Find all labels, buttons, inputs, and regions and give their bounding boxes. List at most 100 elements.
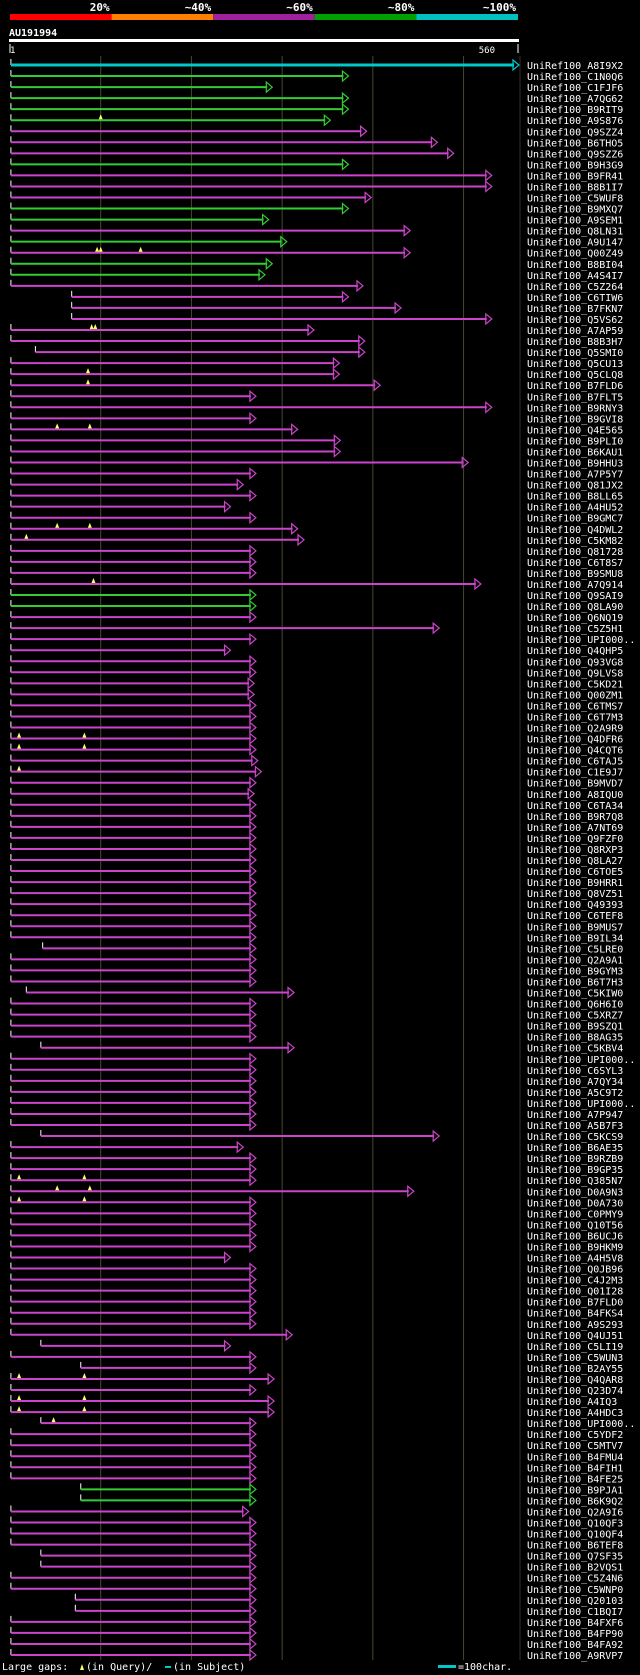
hit-row[interactable]: UniRef100_C1E9J7	[10, 765, 623, 779]
hit-label[interactable]: UniRef100_Q5CU13	[527, 359, 623, 370]
hit-row[interactable]: UniRef100_Q385N7	[10, 1173, 623, 1187]
hit-row[interactable]: UniRef100_Q49393	[10, 897, 623, 911]
hit-label[interactable]: UniRef100_A4HDC3	[527, 1408, 623, 1419]
hit-label[interactable]: UniRef100_Q8VZ51	[527, 889, 623, 900]
hit-row[interactable]: UniRef100_A4HDC3	[10, 1405, 623, 1419]
hit-label[interactable]: UniRef100_Q23D74	[527, 1386, 623, 1397]
hit-row[interactable]: UniRef100_A7P5Y7	[10, 467, 623, 481]
hit-row[interactable]: UniRef100_A4H5V8	[10, 1251, 623, 1265]
hit-row[interactable]: UniRef100_B6UCJ6	[10, 1229, 623, 1242]
hit-row[interactable]: UniRef100_Q00ZM1	[10, 688, 623, 701]
hit-row[interactable]: UniRef100_Q9SAI9	[10, 588, 623, 602]
hit-label[interactable]: UniRef100_Q2A9A1	[527, 955, 623, 966]
hit-row[interactable]: UniRef100_B9RZB9	[10, 1151, 623, 1165]
hit-row[interactable]: UniRef100_B6TEF8	[10, 1538, 623, 1552]
hit-row[interactable]: UniRef100_A7AP59	[10, 323, 623, 337]
hit-row[interactable]: UniRef100_C4J2M3	[10, 1273, 623, 1287]
hit-row[interactable]: UniRef100_Q8LA90	[10, 599, 623, 613]
hit-row[interactable]: UniRef100_B6KAU1	[10, 445, 623, 458]
hit-label[interactable]: UniRef100_B4FIH1	[527, 1463, 623, 1474]
hit-label[interactable]: UniRef100_Q49393	[527, 900, 623, 911]
hit-label[interactable]: UniRef100_A9SEM1	[527, 216, 623, 227]
hit-label[interactable]: UniRef100_A4HU52	[527, 503, 623, 514]
hit-label[interactable]: UniRef100_B9HHU3	[527, 459, 623, 470]
hit-row[interactable]: UniRef100_A5B7F3	[10, 1118, 623, 1132]
hit-row[interactable]: UniRef100_C6TIW6	[71, 290, 624, 304]
hit-label[interactable]: UniRef100_C5WUN3	[527, 1353, 623, 1364]
hit-row[interactable]: UniRef100_B8B3H7	[10, 334, 623, 348]
hit-row[interactable]: UniRef100_Q01I28	[10, 1284, 623, 1298]
hit-row[interactable]: UniRef100_Q10QF3	[10, 1516, 623, 1530]
hit-row[interactable]: UniRef100_Q8LN31	[10, 224, 623, 238]
hit-row[interactable]: UniRef100_C5LI19	[40, 1339, 623, 1353]
hit-row[interactable]: UniRef100_B9MUS7	[10, 919, 623, 933]
hit-row[interactable]: UniRef100_A4S4I7	[10, 268, 623, 282]
hit-label[interactable]: UniRef100_B9GYM3	[527, 966, 623, 977]
hit-label[interactable]: UniRef100_Q8RXP3	[527, 845, 623, 856]
hit-label[interactable]: UniRef100_C6T7M3	[527, 712, 623, 723]
hit-row[interactable]: UniRef100_UPI000..	[10, 1096, 635, 1110]
hit-label[interactable]: UniRef100_C5Z5H1	[527, 624, 623, 635]
hit-row[interactable]: UniRef100_Q6NQ19	[10, 610, 623, 624]
hit-label[interactable]: UniRef100_C5WNP0	[527, 1585, 623, 1596]
hit-row[interactable]: UniRef100_B8LL65	[10, 489, 623, 503]
hit-label[interactable]: UniRef100_A7NT69	[527, 823, 623, 834]
hit-label[interactable]: UniRef100_Q01I28	[527, 1287, 623, 1298]
hit-row[interactable]: UniRef100_C0PMY9	[10, 1207, 623, 1220]
hit-label[interactable]: UniRef100_C5KM82	[527, 536, 623, 547]
hit-label[interactable]: UniRef100_B6KAU1	[527, 447, 623, 458]
hit-label[interactable]: UniRef100_Q5CLQ8	[527, 370, 623, 381]
hit-label[interactable]: UniRef100_B6K9Q2	[527, 1496, 623, 1507]
hit-label[interactable]: UniRef100_B8B3H7	[527, 337, 623, 348]
hit-label[interactable]: UniRef100_A7QY34	[527, 1077, 623, 1088]
hit-row[interactable]: UniRef100_B8AG35	[10, 1030, 623, 1044]
hit-label[interactable]: UniRef100_A8IQU0	[527, 790, 623, 801]
hit-row[interactable]: UniRef100_C6T7M3	[10, 710, 623, 723]
hit-row[interactable]: UniRef100_B4FXF6	[10, 1615, 623, 1629]
hit-label[interactable]: UniRef100_B9MUS7	[527, 922, 623, 933]
hit-row[interactable]: UniRef100_B9HKM9	[10, 1240, 623, 1253]
hit-row[interactable]: UniRef100_C5KCS9	[40, 1129, 623, 1143]
hit-row[interactable]: UniRef100_Q4CQT6	[10, 743, 623, 757]
hit-label[interactable]: UniRef100_D0A730	[527, 1198, 623, 1209]
hit-row[interactable]: UniRef100_B9SMU8	[10, 566, 623, 580]
hit-row[interactable]: UniRef100_B7FKN7	[71, 301, 624, 315]
hit-label[interactable]: UniRef100_C5Z4N6	[527, 1574, 623, 1585]
hit-label[interactable]: UniRef100_Q4CQT6	[527, 746, 623, 757]
hit-label[interactable]: UniRef100_B4FP90	[527, 1629, 623, 1640]
hit-row[interactable]: UniRef100_B9SZQ1	[10, 1019, 623, 1033]
hit-row[interactable]: UniRef100_Q10QF4	[10, 1527, 623, 1541]
hit-row[interactable]: UniRef100_C5LRE0	[42, 942, 624, 955]
hit-row[interactable]: UniRef100_C6TA34	[10, 798, 623, 812]
hit-row[interactable]: UniRef100_B7FLD6	[10, 378, 623, 392]
hit-label[interactable]: UniRef100_B8B1I7	[527, 182, 623, 193]
hit-label[interactable]: UniRef100_C1N0Q6	[527, 72, 623, 83]
hit-label[interactable]: UniRef100_C5KCS9	[527, 1132, 623, 1143]
hit-label[interactable]: UniRef100_B8BI04	[527, 260, 623, 271]
hit-row[interactable]: UniRef100_C6TEF8	[10, 908, 623, 922]
hit-label[interactable]: UniRef100_B4FKS4	[527, 1309, 623, 1320]
hit-row[interactable]: UniRef100_Q81JX2	[10, 478, 623, 492]
hit-label[interactable]: UniRef100_B6TEF8	[527, 1541, 623, 1552]
hit-row[interactable]: UniRef100_A4HU52	[10, 500, 623, 514]
hit-row[interactable]: UniRef100_A9U147	[10, 235, 623, 249]
hit-row[interactable]: UniRef100_Q4DWL2	[10, 522, 623, 536]
hit-row[interactable]: UniRef100_A7Q914	[10, 577, 623, 591]
hit-label[interactable]: UniRef100_Q00ZM1	[527, 690, 623, 701]
hit-label[interactable]: UniRef100_B6THO5	[527, 138, 623, 149]
hit-label[interactable]: UniRef100_B7FLD6	[527, 381, 623, 392]
hit-label[interactable]: UniRef100_A8I9X2	[527, 61, 623, 72]
hit-row[interactable]: UniRef100_Q5CLQ8	[10, 367, 623, 381]
hit-label[interactable]: UniRef100_Q0JB96	[527, 1265, 623, 1276]
hit-row[interactable]: UniRef100_B9GYM3	[10, 964, 623, 977]
hit-row[interactable]: UniRef100_C5Z5H1	[10, 621, 623, 635]
hit-label[interactable]: UniRef100_B4FA92	[527, 1640, 623, 1651]
hit-label[interactable]: UniRef100_Q93VG8	[527, 657, 623, 668]
hit-label[interactable]: UniRef100_Q4DWL2	[527, 525, 623, 536]
hit-row[interactable]: UniRef100_UPI000..	[10, 1052, 635, 1066]
hit-label[interactable]: UniRef100_Q8LA27	[527, 856, 623, 867]
hit-row[interactable]: UniRef100_C5WUF8	[10, 191, 623, 205]
hit-label[interactable]: UniRef100_B7FLD0	[527, 1298, 623, 1309]
hit-row[interactable]: UniRef100_B9GP35	[10, 1162, 623, 1176]
hit-row[interactable]: UniRef100_Q4E565	[10, 423, 623, 436]
